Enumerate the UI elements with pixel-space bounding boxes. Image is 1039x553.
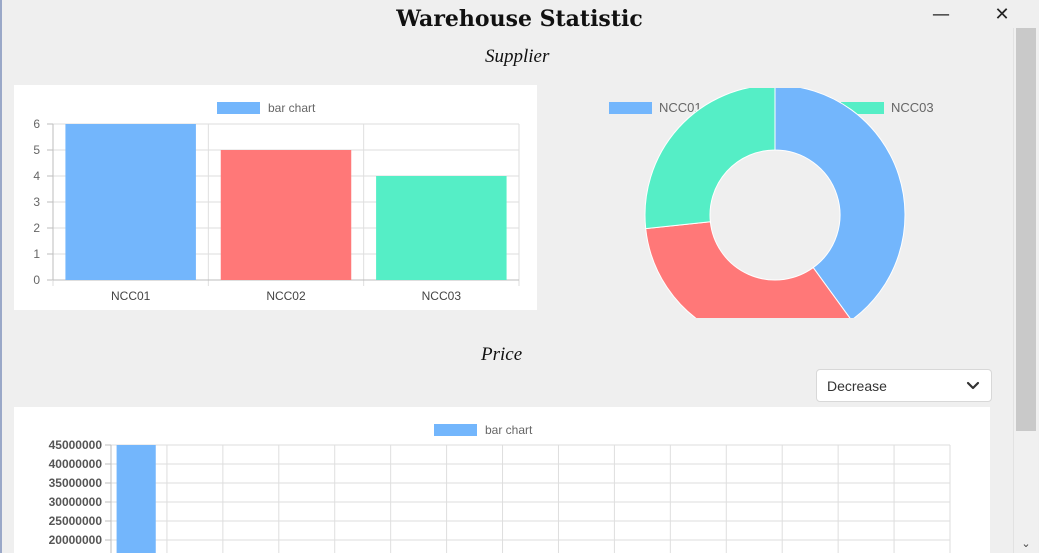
slice-ncc01 (774, 88, 906, 318)
x-tick-label: NCC01 (111, 289, 151, 303)
legend-swatch (434, 424, 477, 436)
x-tick-label: NCC03 (422, 289, 462, 303)
scroll-down-arrow-icon[interactable]: ⌄ (1021, 537, 1031, 550)
y-tick-label: 1 (33, 247, 40, 261)
price-sort-select[interactable]: Decrease (816, 369, 992, 402)
x-tick-label: NCC02 (266, 289, 306, 303)
scrollbar-thumb[interactable] (1016, 28, 1036, 431)
slice-ncc02 (645, 221, 851, 318)
legend-label: bar chart (485, 423, 533, 437)
bar-1 (116, 445, 156, 553)
y-tick-label: 30000000 (49, 495, 103, 509)
vertical-scrollbar[interactable]: ⌄ (1013, 28, 1038, 553)
y-tick-label: 35000000 (49, 476, 103, 490)
legend-label-ncc01: NCC01 (659, 100, 702, 115)
bar-ncc02 (220, 150, 352, 280)
supplier-bar-chart-card: bar chart 0 1 2 3 4 5 6 NCC01 NCC02 NCC03 (14, 85, 537, 310)
bar-ncc01 (65, 124, 196, 280)
slice-ncc03 (644, 88, 776, 230)
legend-swatch (217, 102, 260, 114)
y-tick-label: 6 (33, 117, 40, 131)
minimize-button[interactable]: — (932, 4, 950, 25)
price-bar-chart: bar chart 20000000 25000000 30000000 3500000… (49, 423, 951, 553)
price-sort-value: Decrease (827, 378, 887, 394)
y-tick-label: 5 (33, 143, 40, 157)
y-tick-label: 3 (33, 195, 40, 209)
chevron-down-icon (965, 376, 981, 394)
legend-label-ncc03: NCC03 (891, 100, 934, 115)
y-tick-label: 25000000 (49, 514, 103, 528)
y-tick-label: 40000000 (49, 457, 103, 471)
y-tick-label: 0 (33, 273, 40, 287)
y-tick-label: 45000000 (49, 438, 103, 452)
y-tick-label: 2 (33, 221, 40, 235)
window-title: Warehouse Statistic (396, 6, 643, 32)
window-left-edge (0, 0, 2, 553)
y-tick-label: 4 (33, 169, 40, 183)
supplier-heading: Supplier (485, 46, 550, 67)
legend-swatch-ncc01 (609, 102, 652, 114)
price-heading: Price (481, 344, 523, 365)
legend-label: bar chart (268, 101, 316, 115)
y-tick-label: 20000000 (49, 533, 103, 547)
price-bar-chart-card: bar chart 20000000 25000000 30000000 3500000… (14, 407, 990, 553)
bar-ncc03 (376, 176, 507, 280)
supplier-bar-chart: bar chart 0 1 2 3 4 5 6 NCC01 NCC02 NCC03 (33, 101, 520, 303)
close-button[interactable]: ✕ (994, 4, 1010, 25)
